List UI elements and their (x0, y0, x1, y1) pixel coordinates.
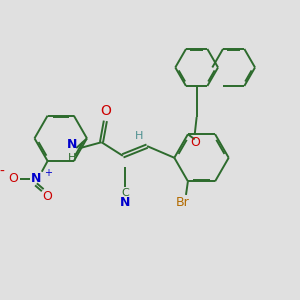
Text: +: + (44, 168, 52, 178)
Text: O: O (43, 190, 52, 202)
Text: O: O (9, 172, 19, 185)
Text: Br: Br (176, 196, 190, 209)
Text: C: C (121, 188, 129, 198)
Text: H: H (68, 153, 76, 163)
Text: H: H (135, 131, 144, 141)
Text: -: - (0, 165, 4, 179)
Text: O: O (100, 104, 111, 118)
Text: N: N (120, 196, 130, 209)
Text: N: N (31, 172, 41, 185)
Text: O: O (190, 136, 200, 149)
Text: N: N (67, 138, 78, 151)
